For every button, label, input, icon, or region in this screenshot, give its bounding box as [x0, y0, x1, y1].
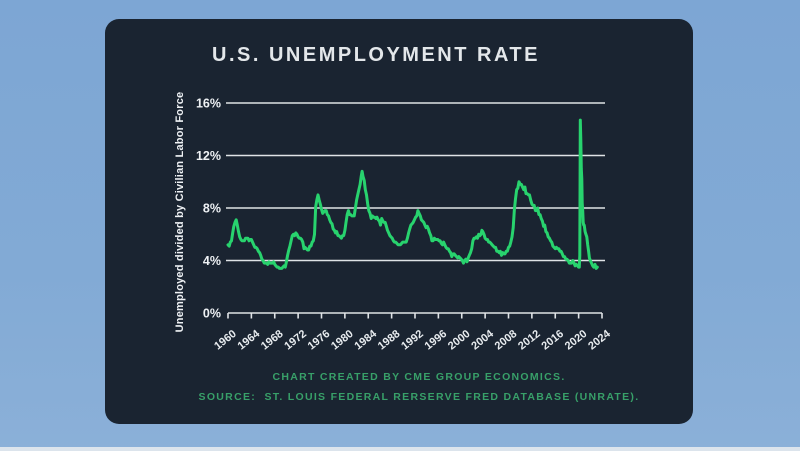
chart-card [105, 19, 693, 424]
x-tick-label-2016: 2016 [539, 328, 566, 353]
y-tick-label-16%: 16% [196, 97, 221, 111]
unemployment-rate-series-line [226, 118, 599, 270]
x-tick-label-1968: 1968 [259, 328, 286, 353]
x-tick-label-2008: 2008 [493, 328, 520, 353]
x-tick-label-1976: 1976 [306, 328, 333, 353]
footer-credit-line: CHART CREATED BY CME GROUP ECONOMICS. [272, 371, 566, 383]
x-tick-label-2000: 2000 [446, 328, 473, 353]
y-tick-label-0%: 0% [203, 307, 221, 321]
x-tick-label-1988: 1988 [376, 328, 403, 353]
y-tick-label-12%: 12% [196, 149, 221, 163]
x-tick-label-2012: 2012 [516, 328, 543, 353]
y-tick-label-4%: 4% [203, 254, 221, 268]
bottom-edge-strip [0, 447, 800, 451]
x-tick-label-2020: 2020 [563, 328, 590, 353]
x-tick-label-1980: 1980 [329, 328, 356, 353]
x-tick-label-2004: 2004 [469, 327, 496, 352]
chart-footer: CHART CREATED BY CME GROUP ECONOMICS. SO… [146, 371, 692, 403]
x-tick-label-1984: 1984 [352, 327, 379, 352]
x-tick-label-1960: 1960 [212, 328, 239, 353]
x-tick-label-1992: 1992 [399, 328, 426, 353]
x-tick-label-1972: 1972 [282, 328, 309, 353]
y-tick-label-8%: 8% [203, 202, 221, 216]
chart-title: U.S. UNEMPLOYMENT RATE [212, 44, 540, 66]
x-tick-label-1996: 1996 [423, 328, 450, 353]
x-tick-label-2024: 2024 [586, 327, 613, 352]
footer-source-line: SOURCE: ST. LOUIS FEDERAL RERSERVE FRED … [198, 391, 640, 403]
x-tick-label-1964: 1964 [236, 327, 263, 352]
